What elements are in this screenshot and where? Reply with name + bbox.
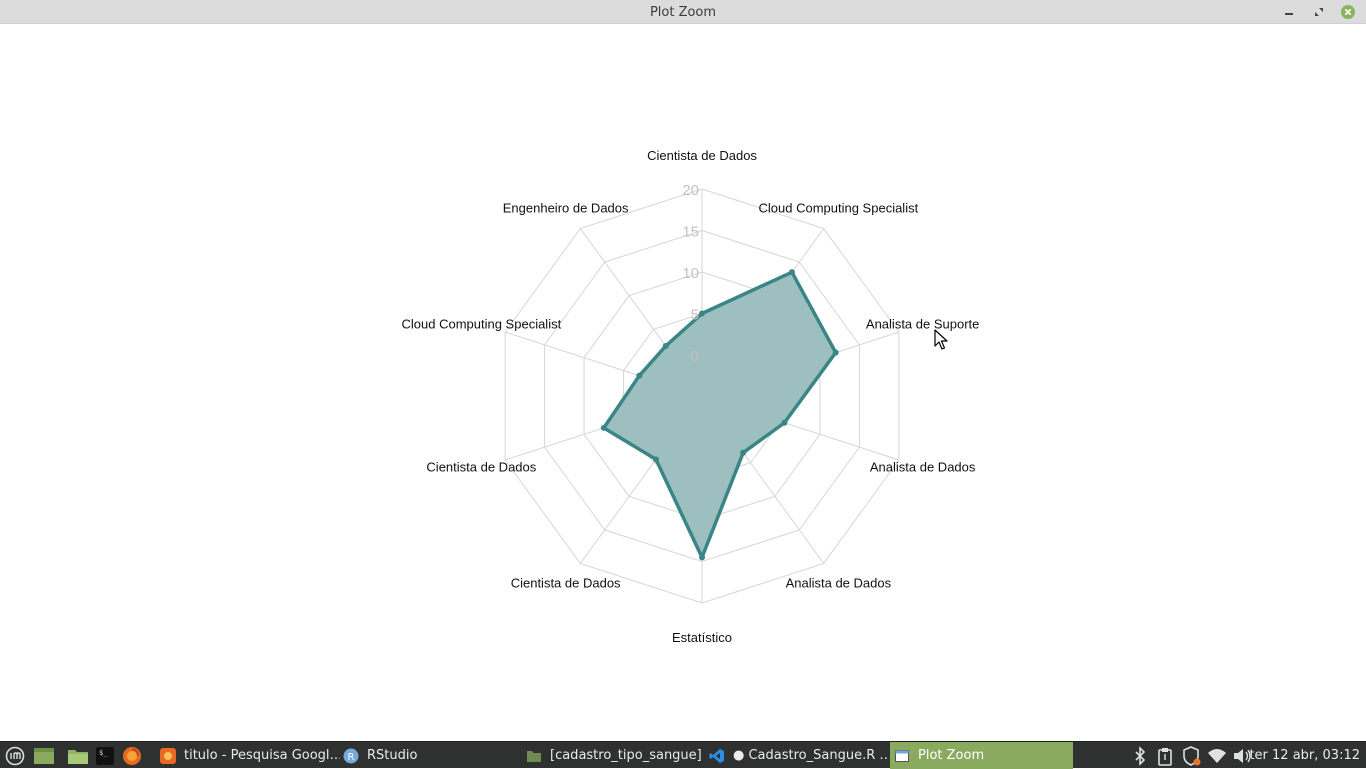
data-point [600, 424, 607, 431]
data-point [699, 554, 705, 561]
window-title: Plot Zoom [649, 5, 717, 20]
taskbar-item-vscode[interactable]: ● Cadastro_Sangue.R … [709, 742, 887, 769]
svg-text:R: R [348, 752, 355, 763]
restore-icon [1315, 8, 1323, 16]
taskbar-item-label: ● Cadastro_Sangue.R … [733, 748, 887, 763]
bluetooth-icon[interactable] [1130, 746, 1150, 766]
tick-label: 5 [691, 307, 699, 324]
data-point [740, 449, 747, 456]
taskbar-item-label: RStudio [367, 748, 418, 763]
taskbar-item-folder[interactable]: [cadastro_tipo_sangue] [526, 742, 702, 769]
svg-text:$_: $_ [99, 749, 108, 757]
taskbar-item-label: Plot Zoom [918, 748, 985, 763]
series-area [602, 270, 838, 560]
data-point [652, 456, 659, 463]
chart-axis-labels: Cientista de Dados Cloud Computing Specia… [402, 148, 980, 645]
axis-label: Cientista de Dados [647, 148, 757, 163]
minimize-icon [1285, 13, 1293, 15]
vscode-icon [709, 748, 725, 764]
window-icon [894, 748, 910, 764]
terminal-icon[interactable]: $_ [95, 746, 115, 766]
taskbar-item-label: titulo - Pesquisa Googl… [184, 748, 340, 763]
maximize-button[interactable] [1311, 4, 1327, 20]
taskbar-item-firefox[interactable]: titulo - Pesquisa Googl… [160, 742, 340, 769]
window-titlebar[interactable]: Plot Zoom [0, 0, 1366, 24]
tick-label: 10 [682, 265, 699, 282]
data-point [781, 419, 788, 426]
tick-label: 20 [682, 182, 699, 199]
data-point [788, 269, 795, 276]
firefox-icon [160, 747, 176, 764]
close-button[interactable] [1340, 4, 1356, 20]
taskbar-item-label: [cadastro_tipo_sangue] [550, 748, 702, 763]
plot-area: Cientista de Dados Cloud Computing Specia… [0, 24, 1366, 741]
tick-label: 0 [691, 348, 699, 365]
axis-label: Analista de Suporte [866, 316, 979, 331]
grid-spoke [579, 228, 679, 364]
clock[interactable]: ter 12 abr, 03:12 [1249, 748, 1360, 763]
chart-ticks: 0 5 10 15 20 [682, 182, 699, 365]
data-point [662, 343, 669, 350]
axis-label: Estatístico [672, 630, 732, 645]
axis-label: Engenheiro de Dados [503, 200, 629, 215]
show-desktop-icon[interactable] [33, 746, 55, 766]
clipboard-icon[interactable] [1155, 746, 1175, 766]
axis-label: Analista de Dados [786, 576, 892, 591]
data-point [832, 349, 839, 356]
chart-series [600, 269, 839, 561]
taskbar: $_ titulo - Pesquisa Googl… R RStudio [c… [0, 741, 1366, 769]
minimize-button[interactable] [1281, 4, 1297, 20]
volume-icon[interactable] [1232, 746, 1252, 766]
axis-label: Analista de Dados [870, 460, 976, 475]
mouse-cursor-icon [934, 329, 948, 355]
update-shield-icon[interactable] [1181, 746, 1201, 766]
radar-chart: Cientista de Dados Cloud Computing Specia… [402, 148, 980, 645]
axis-label: Cloud Computing Specialist [759, 200, 919, 215]
axis-label: Cientista de Dados [511, 576, 621, 591]
axis-label: Cientista de Dados [426, 460, 536, 475]
tick-label: 15 [682, 224, 699, 241]
axis-label: Cloud Computing Specialist [402, 316, 562, 331]
taskbar-item-plot-zoom[interactable]: Plot Zoom [890, 742, 1073, 769]
folder-icon [526, 748, 542, 764]
files-icon[interactable] [67, 746, 89, 766]
wifi-icon[interactable] [1207, 746, 1227, 766]
data-point [699, 310, 705, 317]
menu-icon[interactable] [5, 746, 25, 766]
close-icon [1341, 5, 1355, 19]
taskbar-item-rstudio[interactable]: R RStudio [343, 742, 513, 769]
data-point [636, 372, 643, 379]
firefox-launcher-icon[interactable] [122, 746, 142, 766]
rstudio-icon: R [343, 748, 359, 764]
